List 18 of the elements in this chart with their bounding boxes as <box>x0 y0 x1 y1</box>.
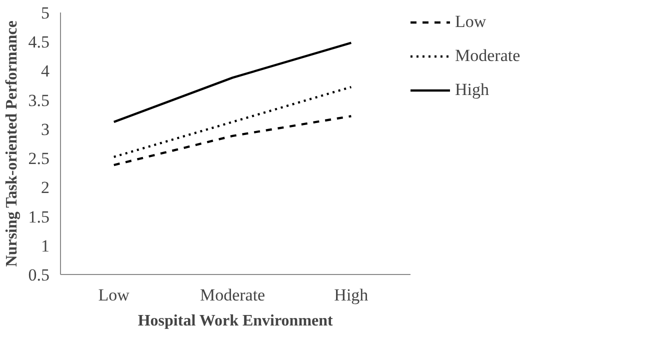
y-tick-label: 1 <box>41 236 50 256</box>
x-tick-label: Low <box>98 286 130 304</box>
y-tick-label: 1.5 <box>28 207 50 226</box>
legend-label: Moderate <box>455 46 520 66</box>
y-tick-label: 5 <box>41 4 50 22</box>
x-axis-title: Hospital Work Environment <box>138 312 334 330</box>
x-tick-label: High <box>334 286 369 304</box>
y-tick-label: 4.5 <box>28 32 50 52</box>
y-tick-label: 0.5 <box>28 266 50 284</box>
y-tick-label: 4 <box>41 62 50 81</box>
y-tick-label: 2 <box>41 178 50 198</box>
y-axis-title: Nursing Task-oriented Performance <box>3 20 20 267</box>
x-tick-label: Moderate <box>200 286 266 304</box>
y-tick-label: 2.5 <box>28 149 50 168</box>
y-tick-label: 3 <box>41 120 50 139</box>
legend-label: Low <box>455 12 486 32</box>
y-tick-label: 3.5 <box>28 90 50 110</box>
legend-label: High <box>455 80 489 100</box>
